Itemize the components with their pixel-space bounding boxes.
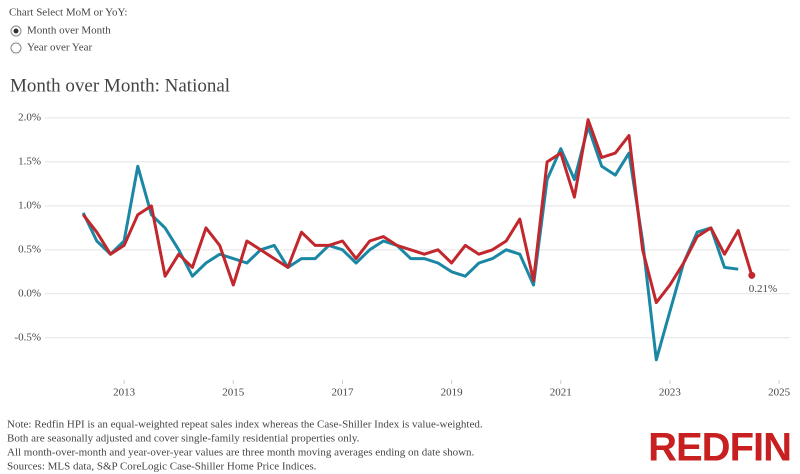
notes: Note: Redfin HPI is an equal-weighted re… [7, 419, 483, 473]
note-line: Note: Redfin HPI is an equal-weighted re… [7, 419, 483, 431]
note-line: Both are seasonally adjusted and cover s… [7, 433, 360, 445]
radio-label[interactable]: Month over Month [27, 25, 111, 37]
y-tick-label: 2.0% [18, 111, 41, 123]
y-tick-label: 1.5% [18, 155, 41, 167]
x-tick-label: 2015 [222, 387, 245, 399]
x-tick-label: 2025 [768, 387, 791, 399]
y-tick-label: 1.0% [18, 199, 41, 211]
x-tick-label: 2017 [331, 387, 354, 399]
chart-title: Month over Month: National [10, 75, 230, 96]
y-tick-label: -0.5% [14, 331, 41, 343]
note-line: Sources: MLS data, S&P CoreLogic Case-Sh… [7, 461, 317, 473]
line-series [81, 125, 739, 362]
x-tick-label: 2023 [659, 387, 682, 399]
y-tick-label: 0.5% [18, 243, 41, 255]
line-series [82, 118, 754, 305]
x-tick-label: 2019 [441, 387, 464, 399]
radio-dot [13, 28, 19, 34]
x-tick-label: 2013 [113, 387, 136, 399]
x-tick-label: 2021 [550, 387, 572, 399]
note-line: All month-over-month and year-over-year … [7, 447, 475, 459]
end-point [748, 271, 756, 279]
y-tick-label: 0.0% [18, 287, 41, 299]
radio-button[interactable] [10, 42, 22, 54]
control-label: Chart Select MoM or YoY: [9, 7, 127, 19]
logo: REDFIN [648, 426, 791, 470]
radio-group: Month over Month Year over Year [10, 25, 111, 54]
radio-label[interactable]: Year over Year [27, 42, 93, 54]
data-label: 0.21% [749, 283, 777, 295]
